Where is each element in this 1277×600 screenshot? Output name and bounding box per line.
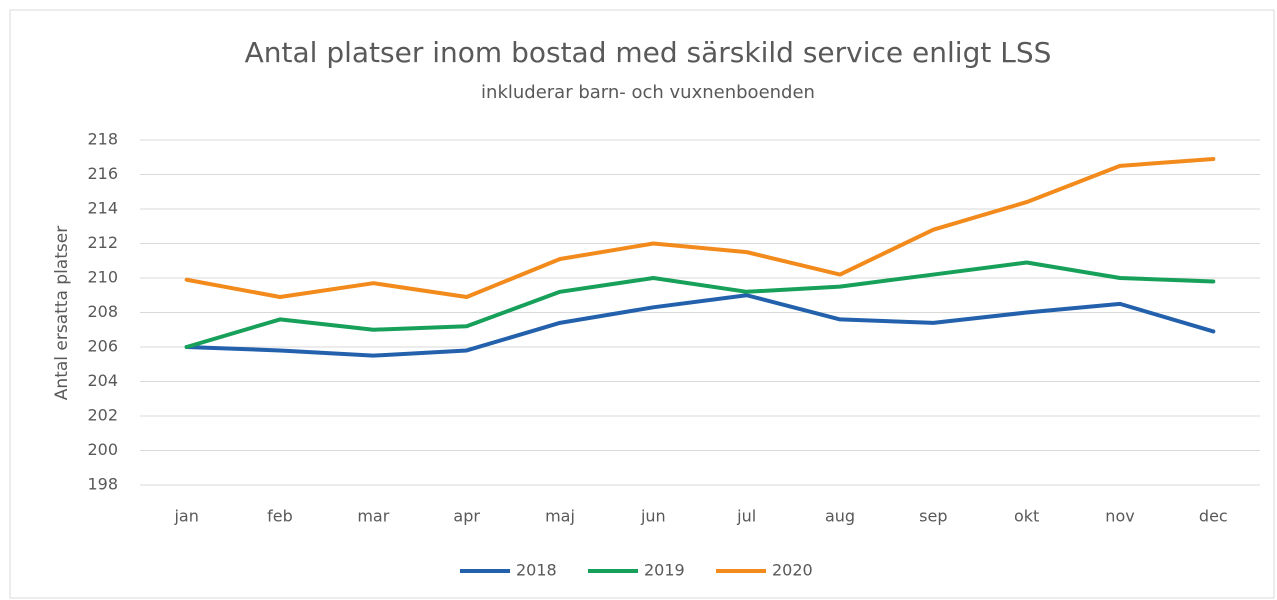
chart-subtitle: inkluderar barn- och vuxnenboenden bbox=[481, 82, 815, 103]
x-tick-label: jun bbox=[640, 507, 666, 526]
y-tick-label: 206 bbox=[87, 337, 118, 356]
legend-label: 2019 bbox=[644, 561, 685, 580]
legend-label: 2020 bbox=[772, 561, 813, 580]
x-tick-label: feb bbox=[267, 507, 293, 526]
x-tick-label: maj bbox=[545, 507, 575, 526]
chart-title: Antal platser inom bostad med särskild s… bbox=[245, 36, 1052, 69]
y-tick-label: 218 bbox=[87, 130, 118, 149]
x-tick-label: jan bbox=[173, 507, 198, 526]
x-tick-label: sep bbox=[919, 507, 947, 526]
y-tick-label: 202 bbox=[87, 406, 118, 425]
y-tick-label: 214 bbox=[87, 199, 118, 218]
y-tick-label: 216 bbox=[87, 164, 118, 183]
x-tick-label: apr bbox=[453, 507, 480, 526]
line-series bbox=[184, 260, 1216, 349]
x-tick-label: aug bbox=[825, 507, 855, 526]
x-tick-label: mar bbox=[357, 507, 389, 526]
line-series bbox=[184, 293, 1216, 358]
y-tick-label: 200 bbox=[87, 440, 118, 459]
x-tick-label: okt bbox=[1014, 507, 1039, 526]
line-series bbox=[184, 156, 1216, 299]
y-tick-label: 210 bbox=[87, 268, 118, 287]
x-tick-label: jul bbox=[736, 507, 756, 526]
y-tick-label: 212 bbox=[87, 233, 118, 252]
y-tick-label: 208 bbox=[87, 302, 118, 321]
x-tick-label: dec bbox=[1199, 507, 1228, 526]
y-tick-label: 198 bbox=[87, 475, 118, 494]
y-tick-label: 204 bbox=[87, 371, 118, 390]
chart-border bbox=[9, 9, 1275, 599]
y-axis-label: Antal ersatta platser bbox=[52, 226, 72, 400]
legend-label: 2018 bbox=[516, 561, 557, 580]
x-tick-label: nov bbox=[1105, 507, 1134, 526]
